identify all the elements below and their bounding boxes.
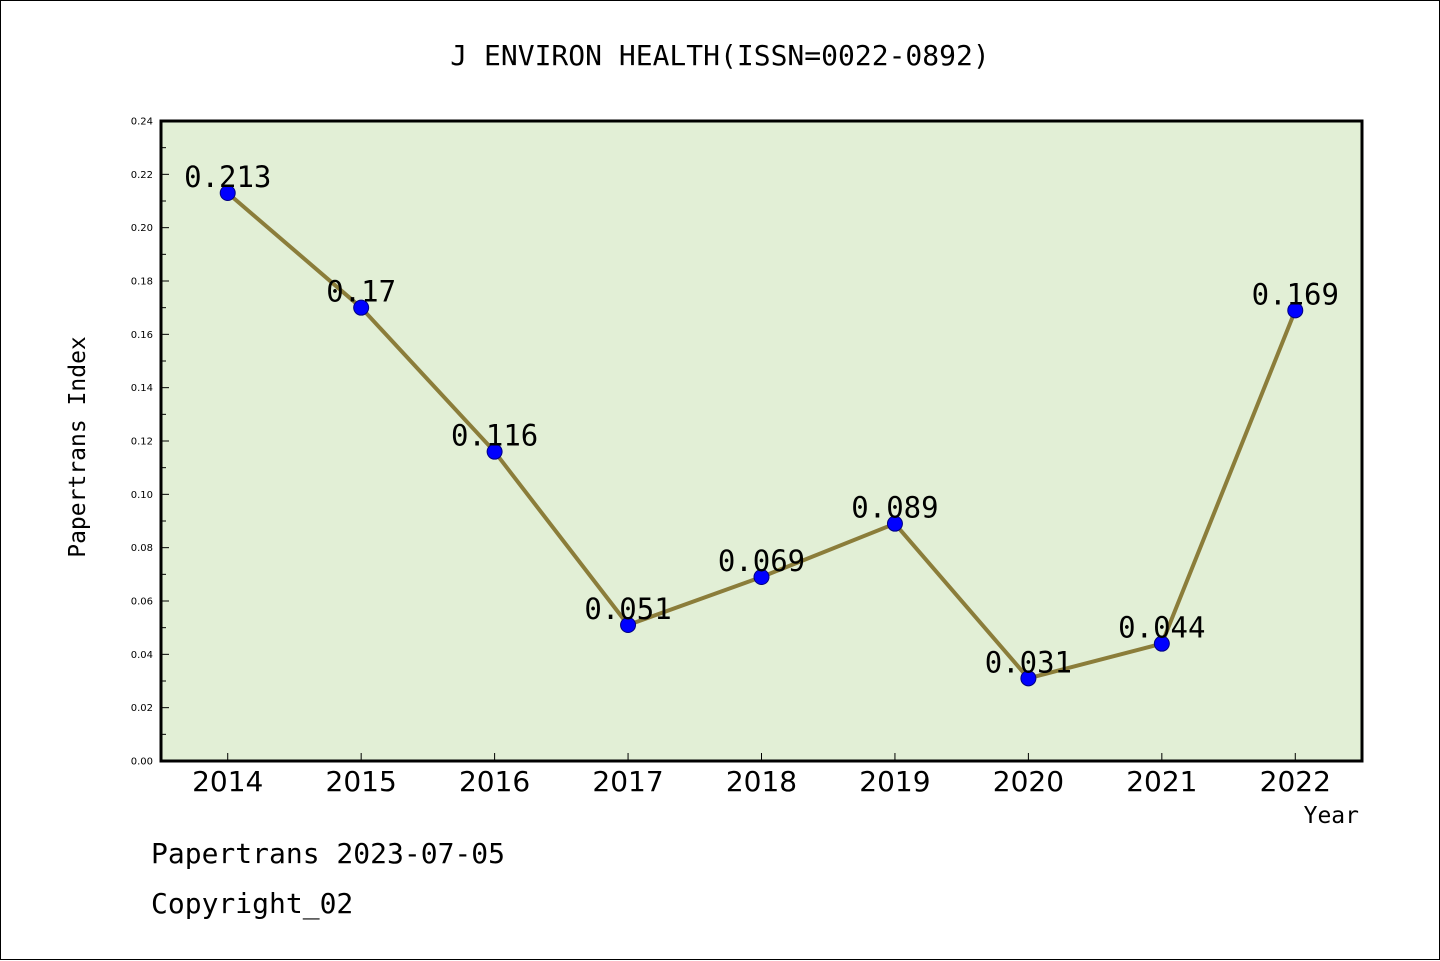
- x-tick-label: 2015: [326, 765, 397, 798]
- x-tick-label: 2018: [726, 765, 797, 798]
- data-label: 0.169: [1252, 277, 1339, 311]
- data-label: 0.044: [1118, 611, 1205, 645]
- series-line-group: 0.213 0.17 0.116 0.051 0.069 0.089 0.031 0.044 0…: [184, 160, 1339, 687]
- data-label: 0.031: [985, 645, 1072, 679]
- data-point: [1020, 670, 1037, 687]
- x-tick-label: 2020: [993, 765, 1064, 798]
- y-tick-label: 0.16: [131, 330, 153, 341]
- data-point: [620, 617, 637, 633]
- y-tick-label: 0.20: [131, 223, 153, 234]
- data-label: 0.051: [584, 592, 671, 626]
- data-point: [1153, 635, 1170, 652]
- x-tick-label: 2022: [1260, 765, 1331, 798]
- y-tick-label: 0.18: [131, 277, 153, 288]
- data-point: [353, 299, 370, 316]
- y-tick-label: 0.10: [131, 490, 153, 501]
- data-point: [486, 443, 503, 460]
- x-tick-label: 2014: [192, 765, 263, 798]
- y-tick-label: 0.24: [131, 117, 153, 128]
- footer-copyright: Copyright_02: [151, 887, 354, 920]
- data-point: [219, 185, 236, 201]
- x-axis-ticks: 2014 2015 2016 2017 2018 2019 2020 2021 2022: [192, 753, 1331, 798]
- data-label: 0.089: [851, 491, 938, 525]
- data-label: 0.116: [451, 419, 538, 453]
- chart-title: J ENVIRON HEALTH(ISSN=0022-0892): [450, 39, 990, 72]
- x-tick-label: 2021: [1126, 765, 1197, 798]
- footer-date: Papertrans 2023-07-05: [151, 837, 506, 870]
- y-tick-label: 0.06: [131, 597, 153, 608]
- data-label: 0.213: [184, 160, 271, 194]
- y-tick-label: 0.02: [131, 703, 153, 714]
- data-label: 0.17: [326, 275, 396, 309]
- y-tick-label: 0.08: [131, 543, 153, 554]
- x-tick-label: 2017: [592, 765, 663, 798]
- y-tick-label: 0.22: [131, 170, 153, 181]
- y-tick-label: 0.04: [131, 650, 153, 661]
- x-tick-label: 2016: [459, 765, 530, 798]
- data-point: [1287, 302, 1304, 319]
- data-point: [753, 569, 770, 585]
- data-point: [886, 515, 903, 532]
- x-tick-label: 2019: [859, 765, 930, 798]
- y-tick-label: 0.14: [131, 383, 153, 394]
- plot-area: [159, 119, 1364, 763]
- y-axis-ticks: 0.00 0.02 0.04 0.06 0.08 0.10 0.12 0.14 0.16 0.18…: [131, 117, 169, 768]
- x-axis-label: Year: [1303, 803, 1359, 829]
- y-axis-label: Papertrans Index: [65, 336, 91, 558]
- y-tick-label: 0.12: [131, 437, 153, 448]
- data-label: 0.069: [718, 544, 805, 578]
- y-tick-label: 0.00: [131, 757, 153, 768]
